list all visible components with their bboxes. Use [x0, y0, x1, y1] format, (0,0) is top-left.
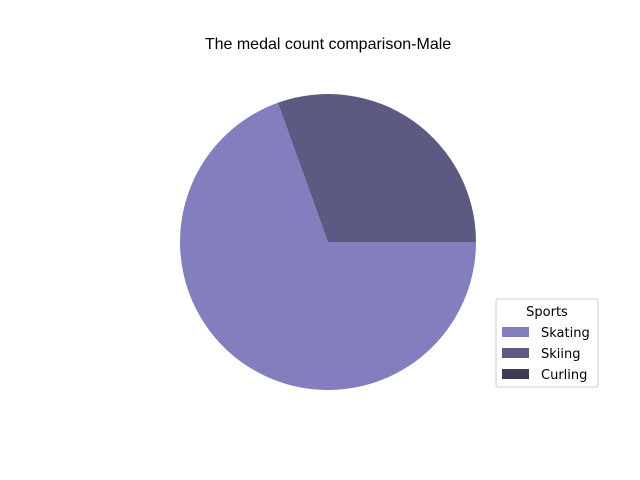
legend-swatch-curling	[502, 369, 529, 379]
legend-label-skiing: Skiing	[541, 347, 581, 362]
legend-item-curling: Curling	[502, 368, 587, 383]
legend-title: Sports	[526, 305, 568, 320]
legend-label-curling: Curling	[541, 368, 587, 383]
legend-item-skating: Skating	[502, 326, 590, 341]
legend-frame	[495, 298, 599, 388]
legend-label-skating: Skating	[541, 326, 590, 341]
legend-swatch-skating	[502, 327, 529, 337]
pie-slice-skating	[180, 102, 477, 391]
legend-item-skiing: Skiing	[502, 347, 581, 362]
legend: Sports Skating Skiing Curling	[495, 298, 599, 388]
chart-title: The medal count comparison-Male	[205, 36, 451, 53]
pie-slice-skiing	[277, 94, 476, 242]
legend-items: Skating Skiing Curling	[502, 326, 590, 383]
legend-swatch-skiing	[502, 348, 529, 358]
pie-slices	[180, 94, 477, 391]
